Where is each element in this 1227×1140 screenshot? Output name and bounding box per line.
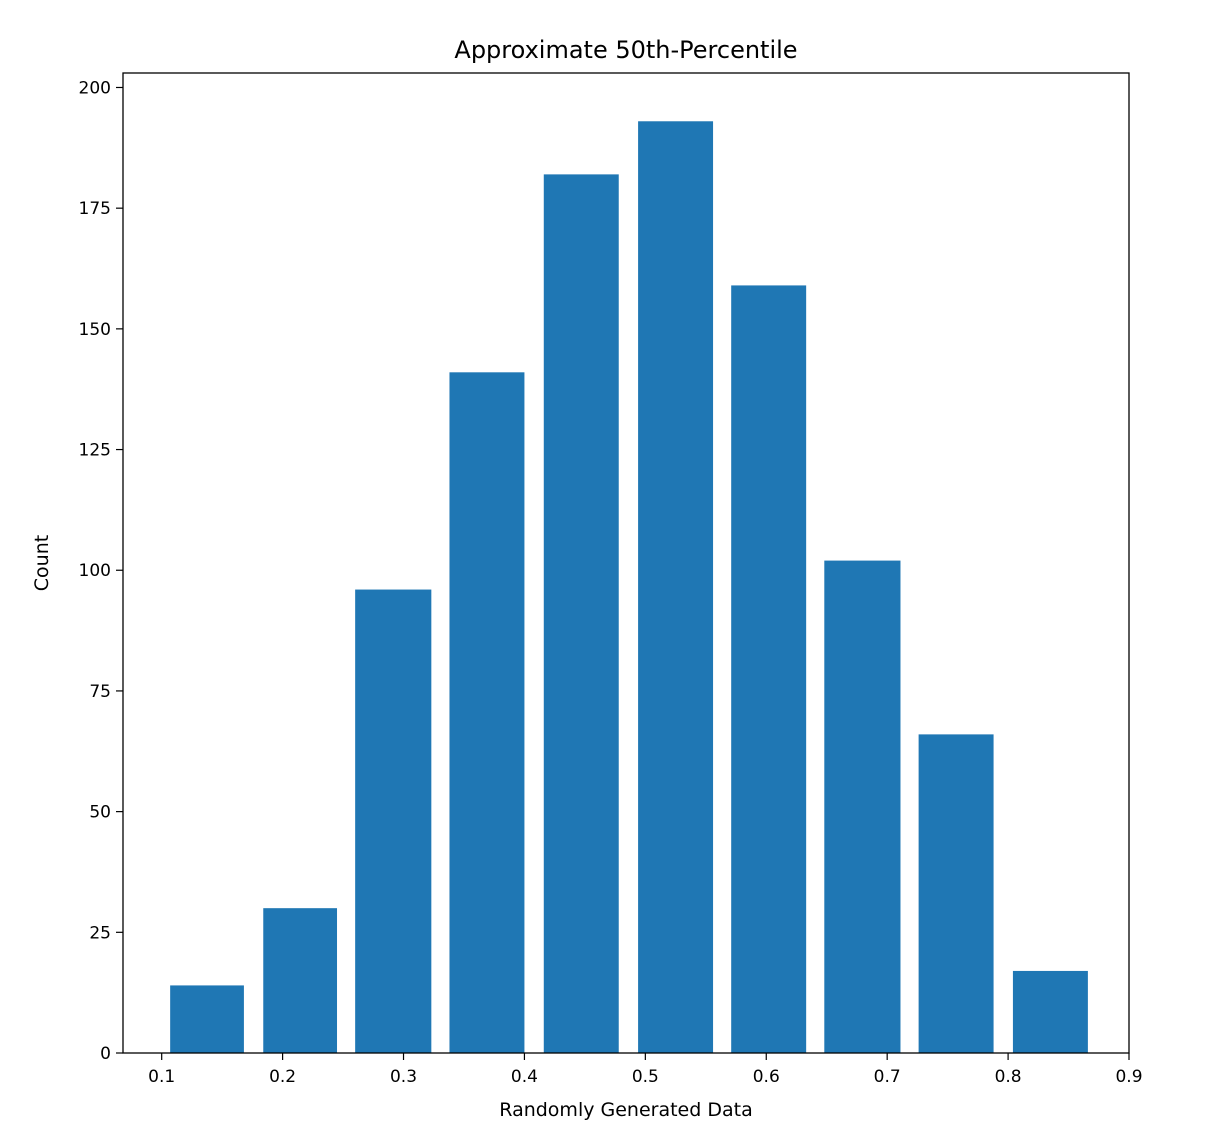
x-tick-label: 0.2 [269, 1067, 296, 1087]
chart-title: Approximate 50th-Percentile [454, 36, 797, 64]
bar-10 [1012, 970, 1088, 1053]
bar-4 [449, 372, 525, 1054]
bar-3 [355, 589, 432, 1053]
x-tick-label: 0.8 [995, 1067, 1022, 1087]
x-tick-label: 0.3 [390, 1067, 417, 1087]
x-tick-label: 0.1 [148, 1067, 175, 1087]
plot-frame [122, 72, 1130, 1054]
y-tick-label: 175 [79, 199, 111, 219]
y-tick-label: 50 [89, 803, 111, 823]
bar-1 [170, 985, 244, 1053]
y-tick-label: 100 [79, 561, 111, 581]
bar-5 [543, 174, 619, 1054]
x-axis-ticks: 0.1 0.2 0.3 0.4 0.5 0.6 0.7 0.8 0.9 [148, 1053, 1143, 1087]
x-tick-label: 0.5 [632, 1067, 659, 1087]
bars-group [170, 121, 1088, 1054]
bar-7 [731, 285, 807, 1053]
x-axis-label: Randomly Generated Data [499, 1099, 752, 1121]
y-tick-label: 75 [89, 682, 111, 702]
bar-8 [824, 560, 901, 1053]
x-tick-label: 0.7 [874, 1067, 901, 1087]
bar-2 [263, 908, 338, 1053]
y-tick-label: 0 [100, 1044, 111, 1064]
x-tick-label: 0.4 [511, 1067, 538, 1087]
x-tick-label: 0.9 [1115, 1067, 1142, 1087]
bar-9 [918, 734, 994, 1053]
y-tick-label: 125 [79, 441, 111, 461]
y-tick-label: 25 [89, 923, 111, 943]
bar-6 [638, 121, 714, 1053]
y-axis-ticks: 0 25 50 75 100 125 150 175 200 [79, 78, 123, 1064]
y-axis-label: Count [31, 535, 53, 591]
y-tick-label: 200 [79, 78, 111, 98]
y-tick-label: 150 [79, 320, 111, 340]
x-tick-label: 0.6 [753, 1067, 780, 1087]
